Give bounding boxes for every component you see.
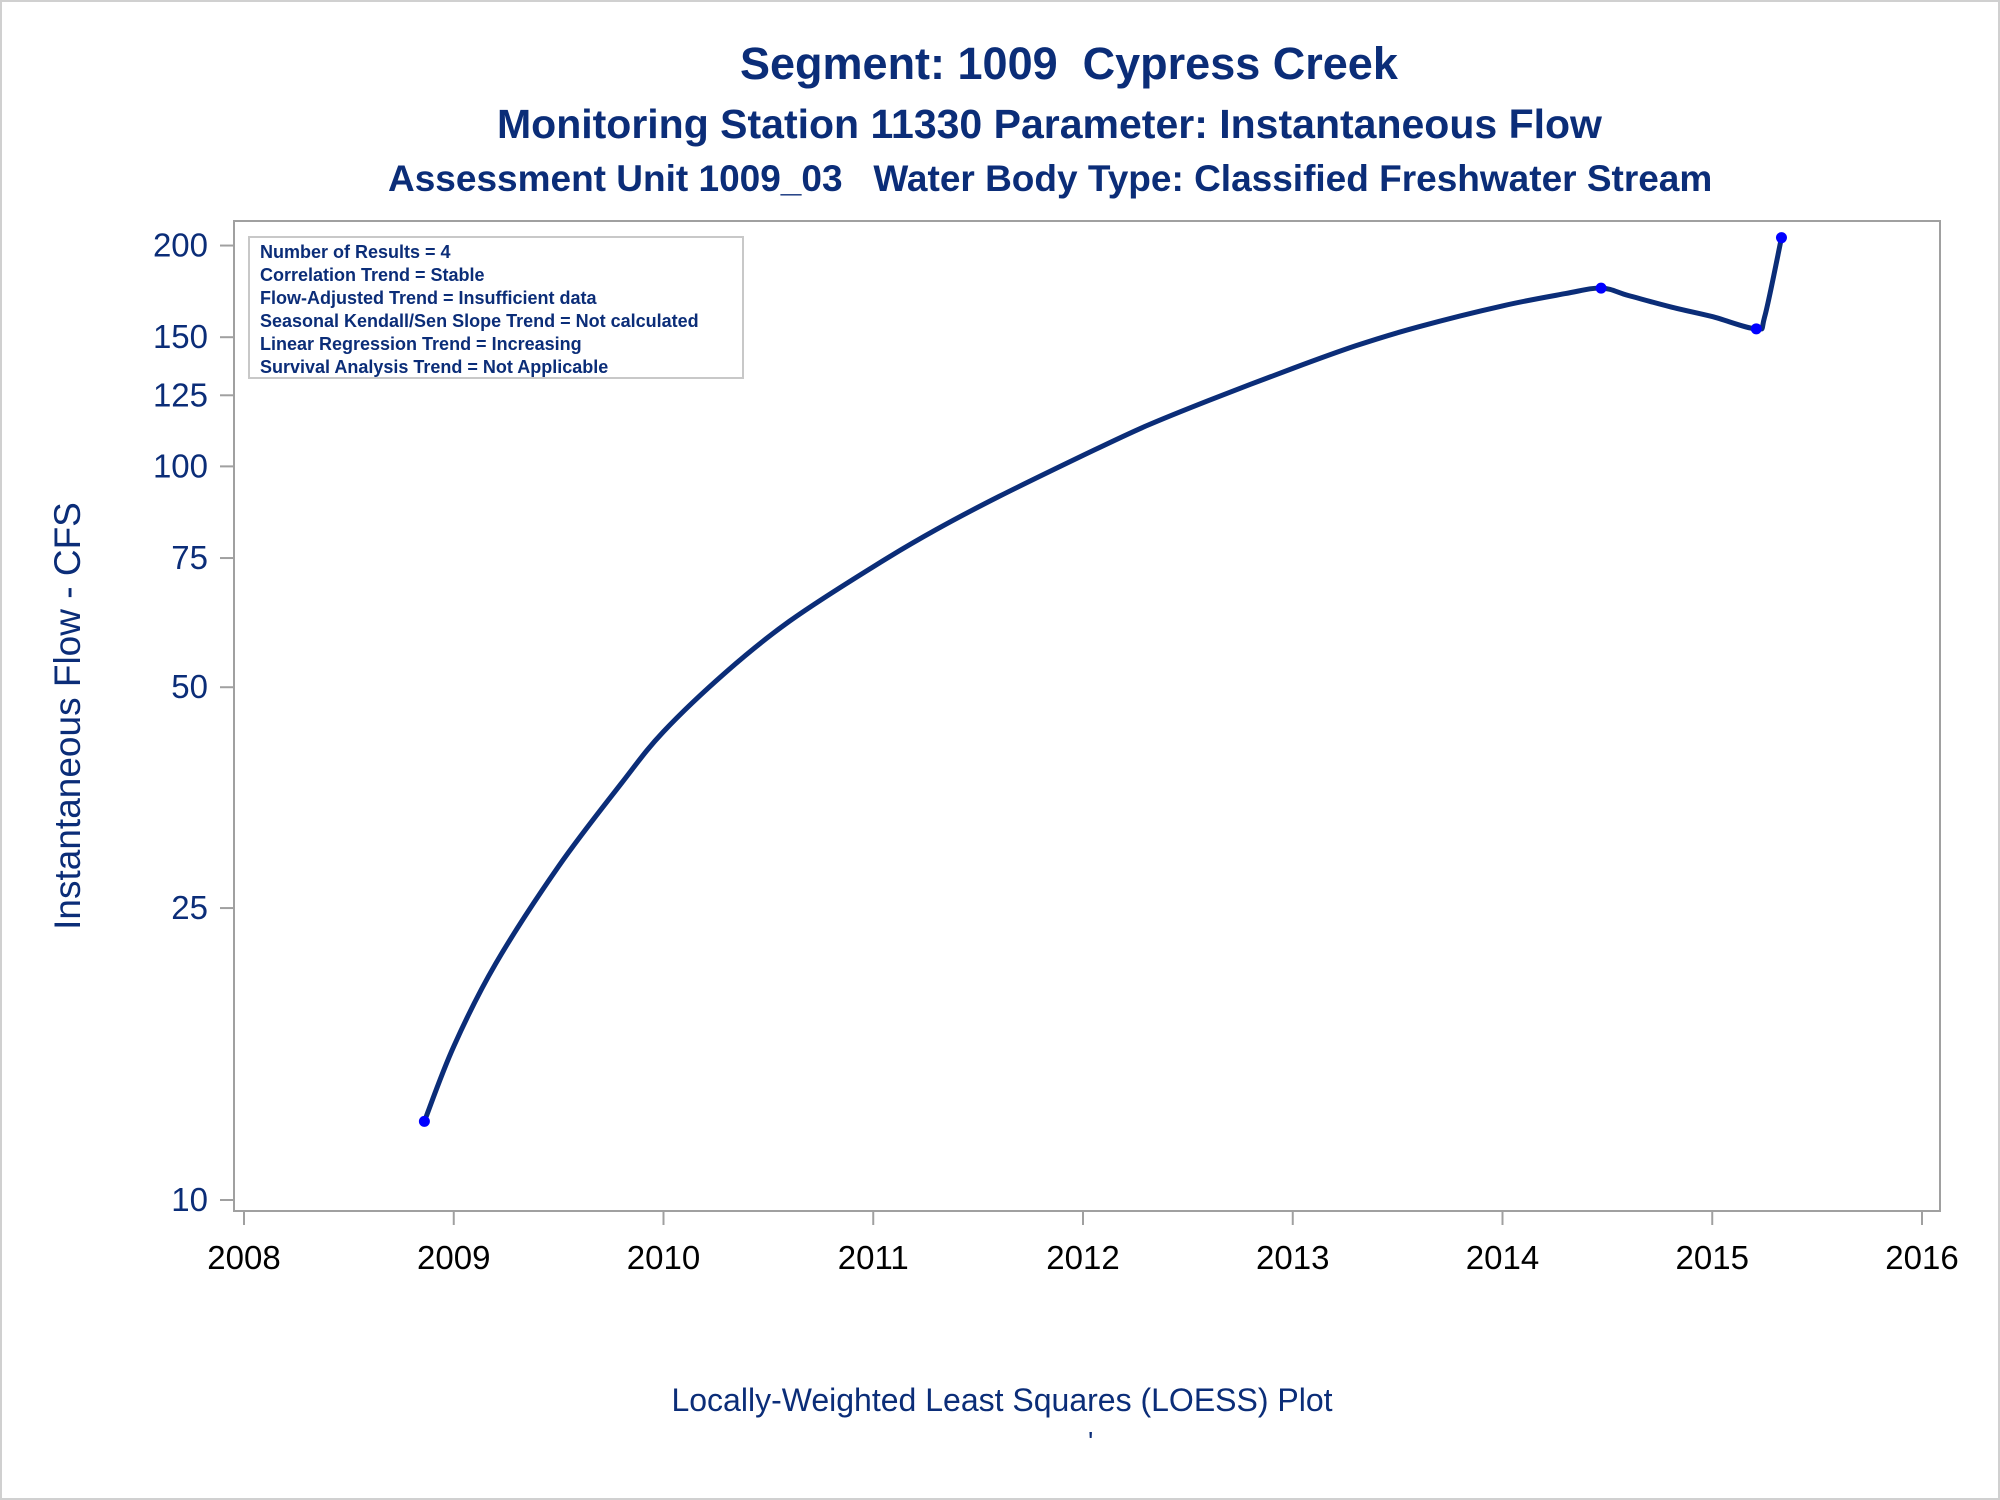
x-tick-label: 2011: [838, 1239, 909, 1276]
data-point: [1750, 323, 1762, 335]
stats-line: Correlation Trend = Stable: [260, 265, 485, 285]
series-group: [418, 232, 1787, 1127]
y-axis: 10 25 50 75 100 125 150 200: [153, 221, 235, 1218]
chart-footnote: Locally-Weighted Least Squares (LOESS) P…: [671, 1382, 1333, 1418]
stats-line: Number of Results = 4: [260, 242, 451, 262]
y-tick-label: 50: [171, 668, 208, 705]
x-tick-label: 2010: [627, 1239, 700, 1276]
x-tick-label: 2014: [1466, 1239, 1539, 1276]
x-tick-label: 2008: [207, 1239, 280, 1276]
x-tick-label: 2015: [1676, 1239, 1749, 1276]
y-tick-label: 100: [153, 447, 208, 484]
loess-curve: [422, 237, 1784, 1123]
chart-title: Segment: 1009 Cypress Creek: [740, 38, 1398, 89]
stats-line: Linear Regression Trend = Increasing: [260, 334, 582, 354]
stats-line: Survival Analysis Trend = Not Applicable: [260, 357, 608, 377]
data-point: [1595, 282, 1607, 294]
y-axis-title: Instantaneous Flow - CFS: [47, 502, 88, 930]
x-tick-label: 2013: [1256, 1239, 1329, 1276]
stats-box-border: [248, 236, 744, 379]
y-tick-label: 125: [153, 376, 208, 413]
chart-subtitle-assessment: Assessment Unit 1009_03 Water Body Type:…: [388, 158, 1713, 199]
stats-line: Seasonal Kendall/Sen Slope Trend = Not c…: [260, 311, 699, 331]
y-tick-label: 25: [171, 889, 208, 926]
x-tick-label: 2016: [1885, 1239, 1958, 1276]
x-tick-label: 2009: [417, 1239, 490, 1276]
data-point: [1775, 232, 1787, 244]
y-tick-label: 150: [153, 318, 208, 355]
y-tick-label: 75: [171, 539, 208, 576]
stats-box: Number of Results = 4 Correlation Trend …: [248, 236, 744, 379]
stats-line: Flow-Adjusted Trend = Insufficient data: [260, 288, 598, 308]
x-tick-label: 2012: [1046, 1239, 1119, 1276]
x-axis: 2008 2009 2010 2011 2012 2013 2014 2015 2016: [207, 1210, 1959, 1276]
chart-footnote-mark: ': [1088, 1426, 1094, 1457]
y-tick-label: 200: [153, 227, 208, 264]
chart-subtitle-station: Monitoring Station 11330 Parameter: Inst…: [497, 101, 1602, 147]
y-tick-label: 10: [171, 1181, 208, 1218]
data-point: [418, 1115, 430, 1127]
